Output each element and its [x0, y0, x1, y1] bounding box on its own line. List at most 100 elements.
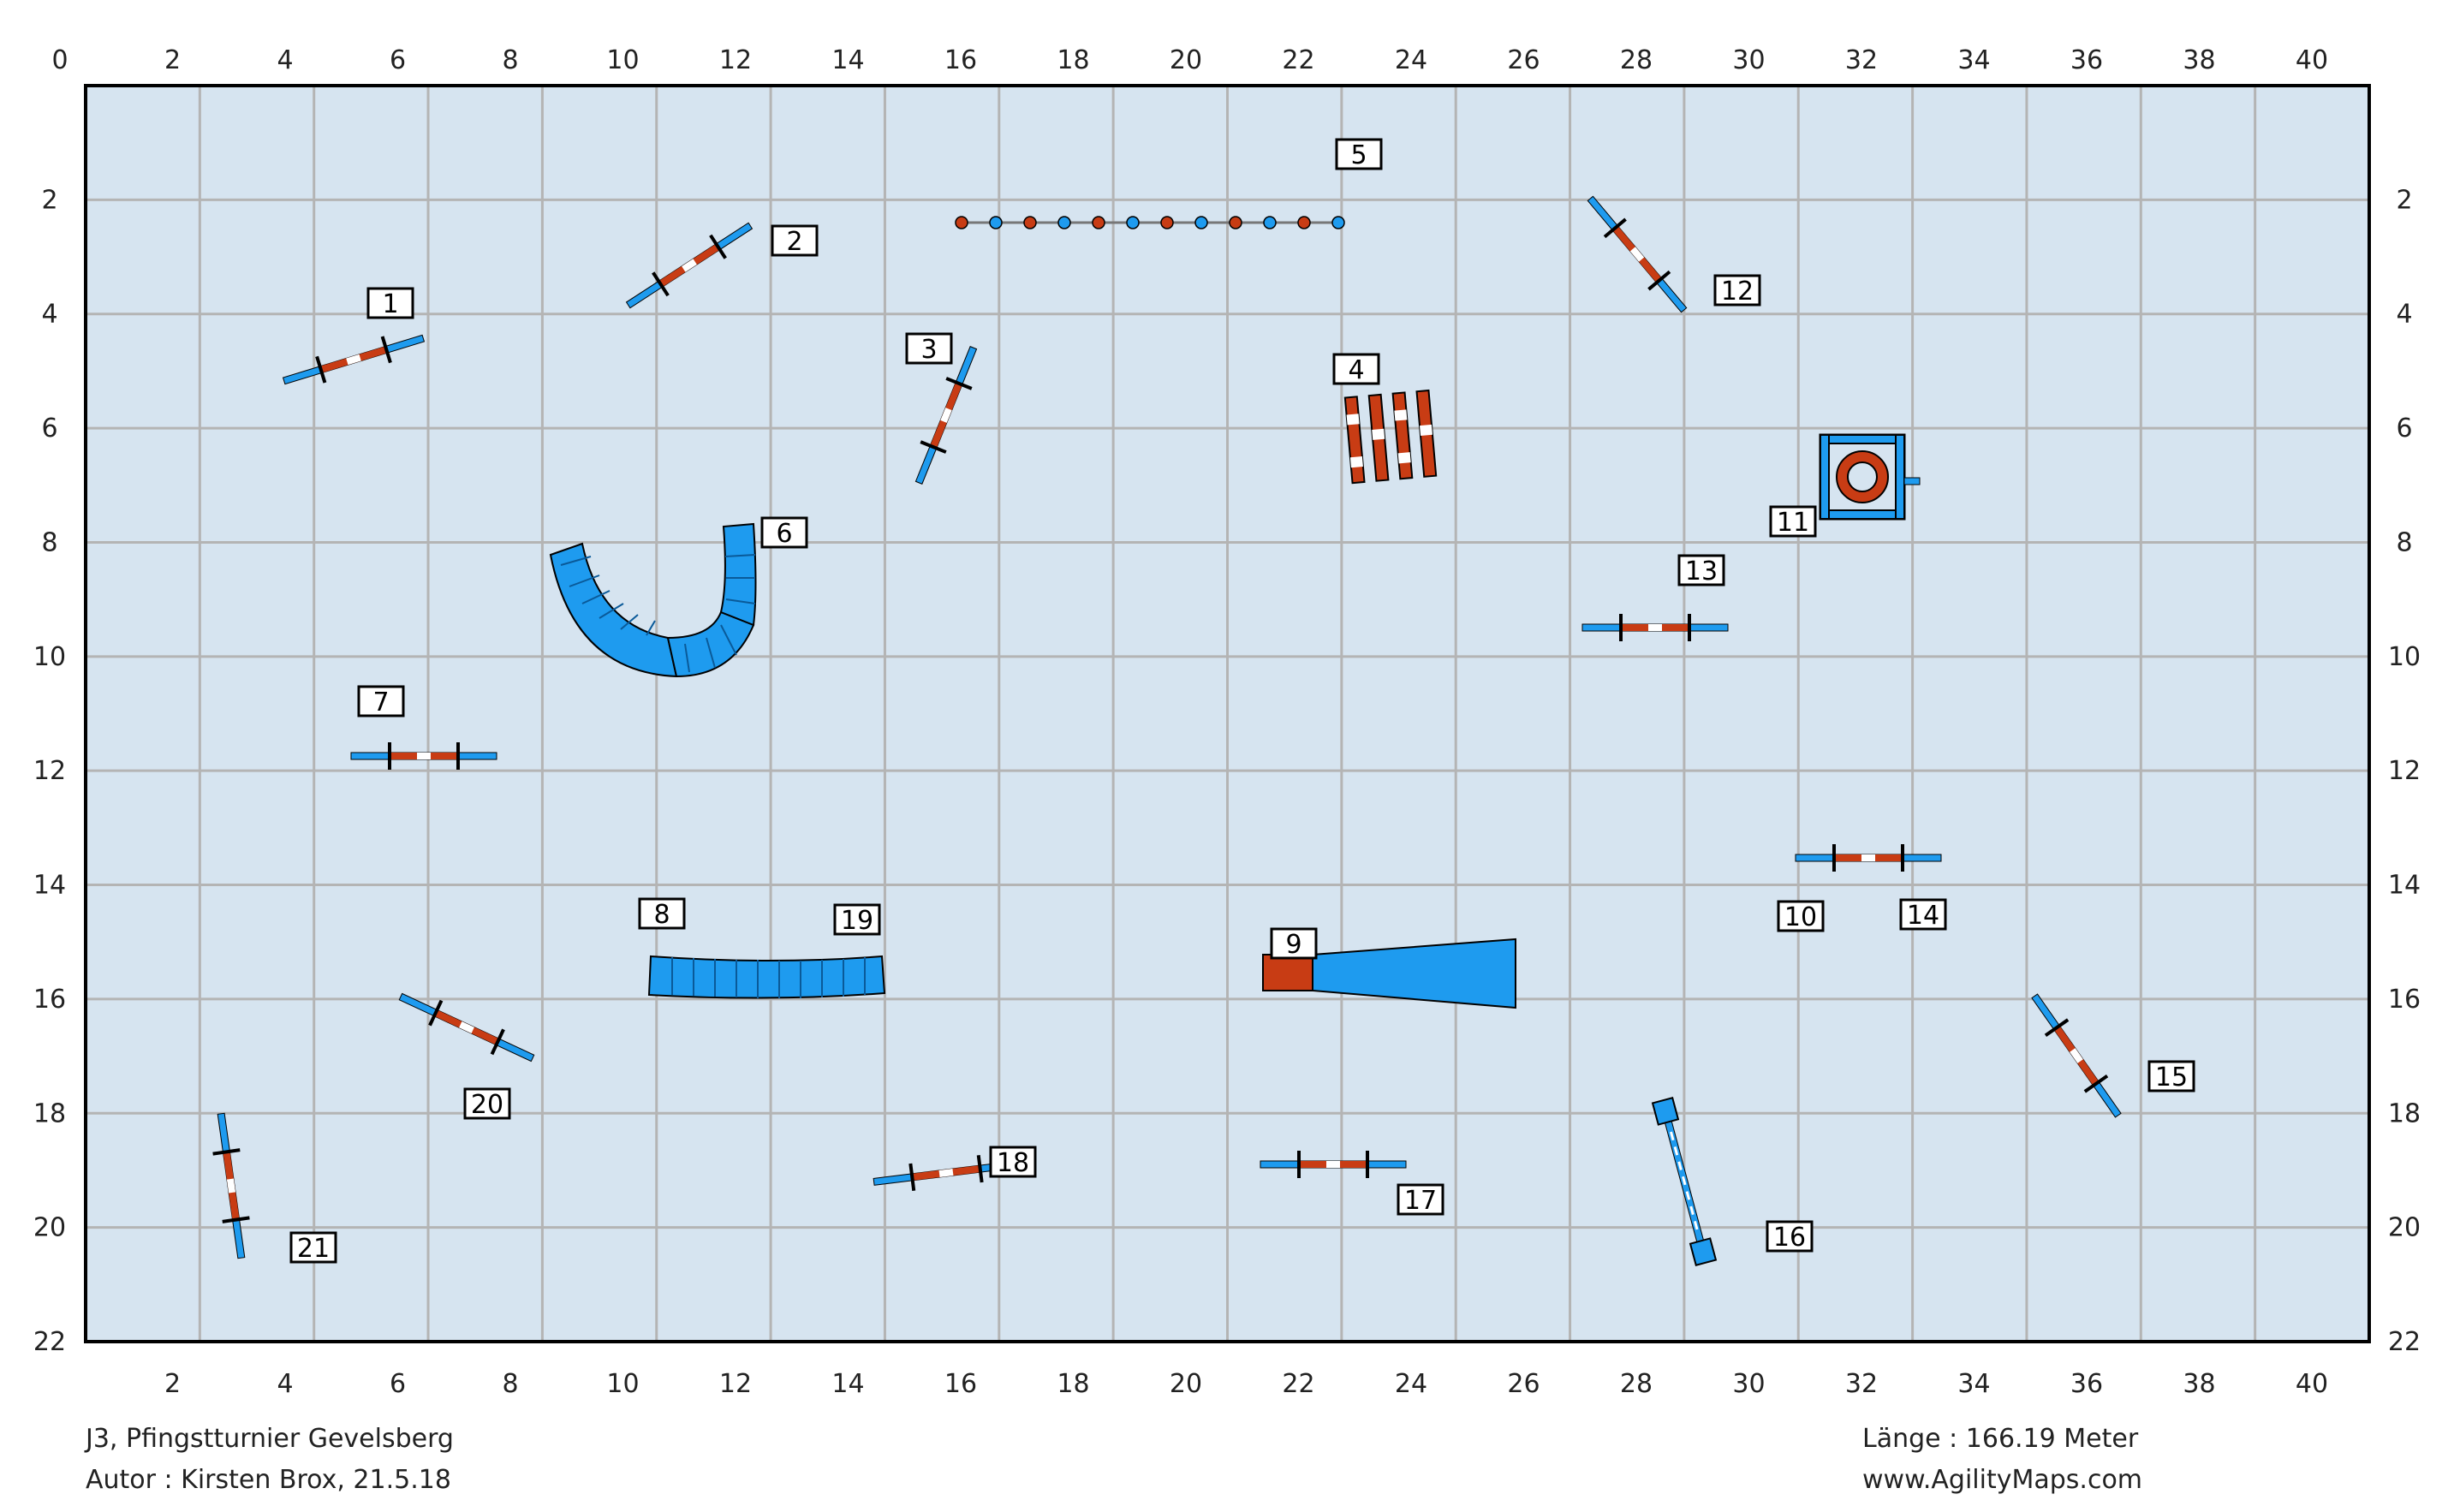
field-border — [84, 84, 2371, 1343]
x-tick-label-bottom: 14 — [831, 1369, 864, 1399]
number-box-10: 10 — [1777, 900, 1825, 932]
x-tick-label-top: 12 — [719, 45, 752, 75]
number-box-8: 8 — [638, 897, 686, 930]
jump-10-14 — [1795, 844, 1942, 872]
jump-12 — [1587, 195, 1688, 313]
svg-text:5: 5 — [1350, 140, 1367, 170]
y-tick-label-left: 20 — [33, 1213, 66, 1243]
x-tick-label-top: 38 — [2183, 45, 2215, 75]
y-tick-label-left: 10 — [33, 642, 66, 672]
number-box-6: 6 — [760, 516, 808, 549]
x-tick-label-bottom: 4 — [277, 1369, 293, 1399]
weave-pole — [1331, 216, 1345, 229]
y-tick-label-right: 22 — [2388, 1327, 2421, 1357]
svg-text:3: 3 — [920, 335, 937, 365]
x-tick-label-top: 30 — [1732, 45, 1765, 75]
number-box-13: 13 — [1677, 554, 1725, 586]
svg-text:20: 20 — [471, 1090, 503, 1120]
website-link[interactable]: www.AgilityMaps.com — [1862, 1465, 2142, 1495]
y-tick-label-left: 16 — [33, 985, 66, 1015]
svg-text:2: 2 — [786, 227, 802, 257]
seesaw-16 — [1651, 1097, 1718, 1266]
y-tick-label-left: 8 — [41, 527, 57, 557]
svg-text:21: 21 — [297, 1234, 330, 1264]
svg-text:18: 18 — [997, 1148, 1029, 1178]
x-tick-label-bottom: 8 — [502, 1369, 518, 1399]
number-box-15: 15 — [2147, 1060, 2195, 1092]
y-tick-label-right: 4 — [2396, 300, 2412, 330]
number-box-16: 16 — [1766, 1220, 1814, 1253]
jump-21 — [212, 1112, 250, 1259]
svg-text:15: 15 — [2155, 1063, 2188, 1092]
weave-poles — [955, 216, 1345, 229]
x-tick-label-top: 32 — [1845, 45, 1878, 75]
weave-pole — [1229, 216, 1242, 229]
weave-pole — [1194, 216, 1208, 229]
wall-4 — [1343, 389, 1438, 485]
tunnel-6 — [549, 522, 757, 678]
svg-text:7: 7 — [372, 688, 389, 717]
x-tick-label-bottom: 38 — [2183, 1369, 2215, 1399]
x-tick-label-top: 0 — [51, 45, 68, 75]
number-box-1: 1 — [366, 287, 414, 319]
x-tick-label-bottom: 32 — [1845, 1369, 1878, 1399]
x-tick-label-bottom: 24 — [1395, 1369, 1427, 1399]
course-author: Autor : Kirsten Brox, 21.5.18 — [86, 1465, 451, 1495]
weave-pole — [1023, 216, 1037, 229]
number-box-12: 12 — [1713, 274, 1761, 307]
number-box-4: 4 — [1332, 353, 1380, 385]
x-tick-label-bottom: 20 — [1170, 1369, 1202, 1399]
number-box-11: 11 — [1769, 505, 1817, 538]
x-tick-label-top: 8 — [502, 45, 518, 75]
y-tick-label-right: 2 — [2396, 185, 2412, 215]
svg-text:12: 12 — [1721, 277, 1754, 307]
grid — [86, 86, 2369, 1342]
svg-text:19: 19 — [841, 906, 873, 936]
y-tick-label-right: 20 — [2388, 1213, 2421, 1243]
y-tick-label-right: 14 — [2388, 871, 2421, 901]
x-tick-label-top: 24 — [1395, 45, 1427, 75]
y-tick-label-left: 4 — [41, 300, 57, 330]
tire-11 — [1819, 433, 1921, 521]
x-tick-label-bottom: 28 — [1620, 1369, 1653, 1399]
jump-7 — [350, 742, 497, 770]
number-box-2: 2 — [771, 224, 819, 257]
x-tick-label-top: 22 — [1282, 45, 1314, 75]
y-tick-label-right: 16 — [2388, 985, 2421, 1015]
y-tick-label-left: 18 — [33, 1098, 66, 1128]
jump-13 — [1581, 614, 1729, 641]
svg-text:11: 11 — [1777, 508, 1809, 538]
course-length: Länge : 166.19 Meter — [1862, 1424, 2139, 1454]
x-tick-label-bottom: 22 — [1282, 1369, 1314, 1399]
x-tick-label-bottom: 36 — [2070, 1369, 2103, 1399]
tunnel-8-19 — [647, 955, 886, 999]
x-tick-label-bottom: 26 — [1507, 1369, 1540, 1399]
x-tick-label-top: 6 — [390, 45, 406, 75]
y-tick-label-right: 12 — [2388, 756, 2421, 786]
obstacles — [212, 195, 2122, 1266]
number-box-18: 18 — [989, 1146, 1037, 1178]
y-tick-label-left: 14 — [33, 871, 66, 901]
x-tick-label-top: 16 — [944, 45, 977, 75]
x-tick-label-bottom: 6 — [390, 1369, 406, 1399]
x-tick-label-top: 20 — [1170, 45, 1202, 75]
x-tick-label-top: 28 — [1620, 45, 1653, 75]
svg-text:4: 4 — [1348, 355, 1364, 385]
weave-pole — [1297, 216, 1311, 229]
x-tick-label-top: 26 — [1507, 45, 1540, 75]
weave-pole — [989, 216, 1003, 229]
x-tick-label-top: 40 — [2296, 45, 2328, 75]
jump-3 — [914, 346, 978, 485]
svg-text:9: 9 — [1285, 930, 1301, 960]
x-tick-label-bottom: 12 — [719, 1369, 752, 1399]
jump-2 — [625, 222, 753, 309]
svg-text:8: 8 — [653, 900, 670, 930]
x-tick-label-bottom: 10 — [606, 1369, 639, 1399]
jump-15 — [2031, 993, 2122, 1118]
x-tick-label-bottom: 18 — [1057, 1369, 1089, 1399]
svg-text:13: 13 — [1685, 557, 1718, 586]
x-tick-label-top: 4 — [277, 45, 293, 75]
number-box-21: 21 — [289, 1231, 337, 1264]
svg-text:6: 6 — [776, 519, 792, 549]
